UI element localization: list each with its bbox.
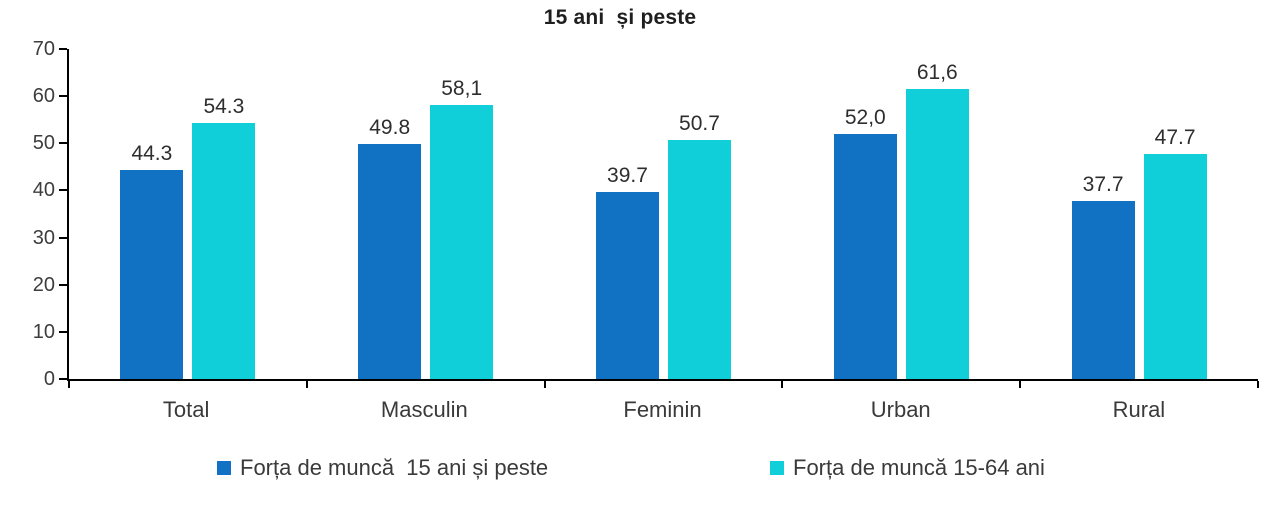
y-axis-tick <box>59 330 67 333</box>
y-axis-tick-label: 0 <box>43 368 55 390</box>
x-axis-category-label: Masculin <box>380 397 468 422</box>
bar-value-label: 37.7 <box>1082 173 1124 197</box>
x-axis-category-label: Total <box>162 397 210 422</box>
bar <box>833 133 897 379</box>
bar <box>667 140 731 379</box>
bar-value-label: 47.7 <box>1154 126 1196 150</box>
legend-entry: Forța de muncă 15 ani și peste <box>217 455 549 480</box>
legend-label: Forța de muncă 15 ani și peste <box>240 455 549 480</box>
bar-group: 44.3 54.3 <box>69 49 307 379</box>
bar-column: 44.3 <box>120 49 184 379</box>
y-axis-tick-label: 40 <box>32 179 55 202</box>
bar <box>430 105 494 379</box>
legend: Forța de muncă 15 ani și peste Forța de m… <box>0 455 1280 484</box>
y-axis-tick <box>59 142 67 145</box>
y-axis-tick-label: 10 <box>32 320 55 343</box>
y-axis-tick <box>59 48 67 50</box>
legend-label: Forța de muncă 15-64 ani <box>793 455 1045 480</box>
bar-column: 47.7 <box>1143 49 1207 379</box>
plot-area: 44.3 54.3 49.8 58,1 39.7 50.7 52,0 61,6 37.7 47.7… <box>33 39 1259 389</box>
y-axis-tick <box>59 189 67 192</box>
bar-value-label: 52,0 <box>844 105 886 129</box>
x-axis-category-label: Urban <box>870 397 931 422</box>
bar-column: 61,6 <box>905 49 969 379</box>
bar-column: 58,1 <box>430 49 494 379</box>
x-axis-category-label: Rural <box>1112 397 1166 422</box>
bar-group: 49.8 58,1 <box>307 49 545 379</box>
bar <box>595 191 659 379</box>
y-axis-tick-label: 70 <box>32 38 55 60</box>
y-axis-tick <box>59 283 67 286</box>
legend-marker-icon <box>770 461 784 476</box>
bar-column: 52,0 <box>833 49 897 379</box>
y-axis-tick <box>59 378 67 380</box>
bar-column: 49.8 <box>358 49 422 379</box>
bar-value-label: 39.7 <box>607 163 648 187</box>
bar-groups: 44.3 54.3 49.8 58,1 39.7 50.7 52,0 61,6 37.7 47.7 <box>69 49 1258 379</box>
bar-value-label: 61,6 <box>916 60 958 84</box>
bar-group: 52,0 61,6 <box>782 49 1020 379</box>
x-axis-category-row: Total Masculin Feminin Urban Rural <box>67 397 1258 423</box>
y-axis-tick-label: 60 <box>32 85 55 108</box>
bar-value-label: 49.8 <box>369 116 411 140</box>
bar <box>358 144 422 379</box>
x-axis-category-label: Feminin <box>623 397 702 422</box>
x-axis-tick <box>305 381 308 388</box>
bar <box>1071 201 1135 379</box>
y-axis-tick <box>59 95 67 98</box>
bar-column: 37.7 <box>1071 49 1135 379</box>
y-axis-tick <box>59 236 67 239</box>
bar <box>1143 154 1207 379</box>
bar-value-label: 50.7 <box>679 112 720 135</box>
y-axis-tick-label: 30 <box>32 226 55 249</box>
chart-title: 15 ani și peste <box>543 6 697 29</box>
bar-value-label: 58,1 <box>441 77 483 101</box>
bar <box>905 88 969 379</box>
x-axis-tick <box>781 381 784 388</box>
bar-column: 54.3 <box>192 49 256 379</box>
bar-value-label: 44.3 <box>131 142 173 166</box>
y-axis-tick-label: 20 <box>32 273 55 296</box>
bar-group: 37.7 47.7 <box>1020 49 1258 379</box>
bar-value-label: 54.3 <box>203 95 245 119</box>
legend-marker-icon <box>217 461 231 476</box>
x-axis-tick <box>1257 381 1259 388</box>
x-axis-tick <box>1019 381 1022 388</box>
bar-column: 39.7 <box>595 49 659 379</box>
bar-column: 50.7 <box>667 49 731 379</box>
y-axis-tick-label: 50 <box>32 132 55 155</box>
x-axis-tick <box>68 381 70 388</box>
bar <box>120 170 184 379</box>
bar-group: 39.7 50.7 <box>545 49 783 379</box>
x-axis-tick <box>543 381 546 388</box>
bar <box>192 123 256 379</box>
legend-entry: Forța de muncă 15-64 ani <box>770 455 1045 480</box>
